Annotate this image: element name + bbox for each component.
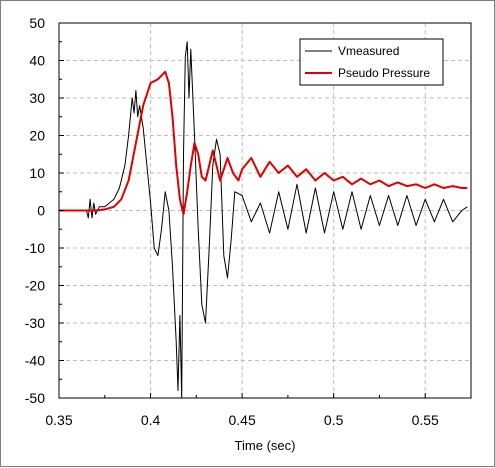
x-tick-label: 0.5 [324, 412, 344, 428]
y-tick-labels: -50 -40 -30 -20 -10 0 10 20 30 40 50 [25, 15, 45, 406]
y-tick-label: -50 [25, 390, 45, 406]
y-tick-label: 20 [29, 128, 45, 144]
y-tick-label: 40 [29, 53, 45, 69]
y-tick-label: 10 [29, 165, 45, 181]
x-tick-label: 0.55 [412, 412, 439, 428]
legend-label-vmeasured: Vmeasured [338, 44, 399, 58]
y-tick-label: 30 [29, 90, 45, 106]
x-axis-label: Time (sec) [235, 438, 296, 453]
x-tick-label: 0.4 [141, 412, 161, 428]
series-layer [59, 41, 468, 398]
y-tick-label: 0 [37, 203, 45, 219]
y-tick-label: -40 [25, 353, 45, 369]
y-tick-label: -20 [25, 278, 45, 294]
series-line-vmeasured [59, 41, 468, 398]
legend-label-pseudo-pressure: Pseudo Pressure [338, 66, 430, 80]
x-tick-label: 0.45 [228, 412, 255, 428]
x-tick-label: 0.35 [45, 412, 72, 428]
legend-box [299, 38, 444, 86]
y-tick-label: 50 [29, 15, 45, 31]
x-tick-labels: 0.35 0.4 0.45 0.5 0.55 [45, 412, 439, 428]
series-line-pseudo-pressure [59, 70, 468, 216]
y-tick-label: -30 [25, 315, 45, 331]
legend: Vmeasured Pseudo Pressure [299, 38, 444, 86]
y-tick-label: -10 [25, 240, 45, 256]
tick-marks [58, 22, 426, 399]
